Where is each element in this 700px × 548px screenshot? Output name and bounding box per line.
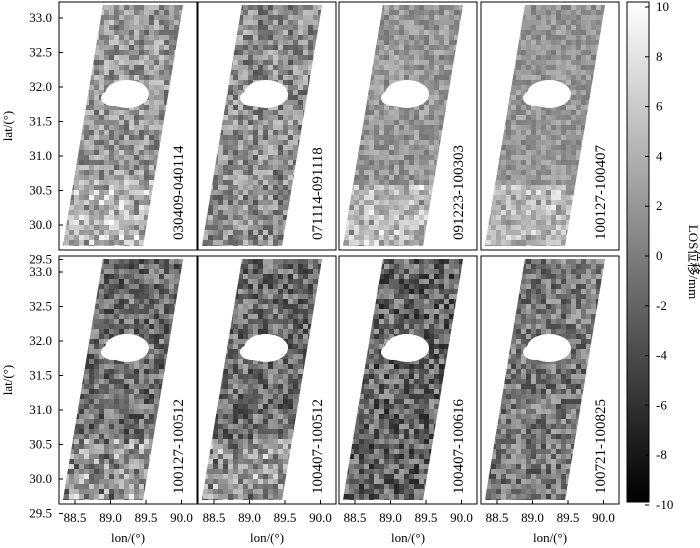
no-data-area [240,344,264,360]
colorbar-tick-label: 4 [656,148,663,163]
y-axis-label: lat/(°) [0,365,15,395]
no-data-area [101,344,125,360]
panel-date-label: 091223-100303 [451,145,467,240]
colorbar-tick-label: 6 [656,99,663,114]
x-tick-label: 89.0 [99,510,122,525]
x-tick-label: 89.0 [521,510,544,525]
interferogram-panel: 100127-100512 [58,255,198,505]
panel-date-label: 100127-100407 [593,145,609,240]
y-tick-label: 33.0 [29,264,52,279]
panel-date-label: 030409-040114 [171,145,187,240]
y-tick-label: 30.0 [29,217,52,232]
colorbar-tick-label: 10 [656,0,669,14]
colorbar-label: LOS位移/mm [686,225,700,299]
x-axis-label: lon/(°) [111,530,145,545]
y-tick-label: 32.0 [29,333,52,348]
y-tick-label: 32.0 [29,79,52,94]
x-axis-label: lon/(°) [250,530,284,545]
y-tick-label: 31.5 [29,368,52,383]
colorbar-tick-label: 8 [656,49,663,64]
y-tick-label: 30.0 [29,471,52,486]
x-tick-label: 88.5 [64,510,87,525]
x-tick-label: 89.5 [415,510,438,525]
y-tick-label: 31.0 [29,402,52,417]
x-tick-label: 89.5 [274,510,297,525]
colorbar-tick-label: -4 [656,348,667,363]
x-axis-label: lon/(°) [391,530,425,545]
no-data-area [381,90,405,106]
interferogram-panel: 100407-100512 [197,255,337,505]
y-tick-label: 31.5 [29,114,52,129]
colorbar-tick-label: 2 [656,198,663,213]
interferogram-panel: 091223-100303 [338,1,478,251]
no-data-area [381,344,405,360]
colorbar-tick-label: -2 [656,298,667,313]
interferogram-panel: 100407-100616 [338,255,478,505]
y-tick-label: 29.5 [29,252,52,267]
x-tick-label: 90.0 [309,510,332,525]
colorbar-tick-label: 0 [656,248,663,263]
x-tick-label: 90.0 [450,510,473,525]
y-tick-label: 32.5 [29,299,52,314]
x-tick-label: 90.0 [592,510,615,525]
interferogram-panel: 100127-100407 [480,1,620,251]
colorbar-tick-label: -6 [656,397,667,412]
interferogram-panel: 030409-040114 [58,1,198,251]
panel-date-label: 100127-100512 [171,399,187,494]
panel-date-label: 071114-091118 [310,147,326,240]
interferogram-panel: 071114-091118 [197,1,337,251]
x-tick-label: 89.0 [379,510,402,525]
no-data-area [523,90,547,106]
x-tick-label: 88.5 [203,510,226,525]
y-tick-label: 30.5 [29,437,52,452]
x-tick-label: 89.0 [238,510,261,525]
no-data-area [523,344,547,360]
x-tick-label: 89.5 [135,510,158,525]
x-tick-label: 88.5 [486,510,509,525]
colorbar-tick-label: -10 [656,497,673,512]
y-tick-label: 32.5 [29,45,52,60]
panel-date-label: 100721-100825 [593,399,609,494]
y-tick-label: 31.0 [29,148,52,163]
x-axis-label: lon/(°) [533,530,567,545]
no-data-area [101,90,125,106]
x-tick-label: 88.5 [344,510,367,525]
no-data-area [240,90,264,106]
x-tick-label: 89.5 [557,510,580,525]
colorbar-tick-label: -8 [656,447,667,462]
panel-date-label: 100407-100512 [310,399,326,494]
y-tick-label: 29.5 [29,506,52,521]
y-axis-label: lat/(°) [0,111,15,141]
colorbar [626,1,650,503]
y-tick-label: 33.0 [29,10,52,25]
interferogram-panel: 100721-100825 [480,255,620,505]
x-tick-label: 90.0 [170,510,193,525]
y-tick-label: 30.5 [29,183,52,198]
panel-date-label: 100407-100616 [451,399,467,494]
